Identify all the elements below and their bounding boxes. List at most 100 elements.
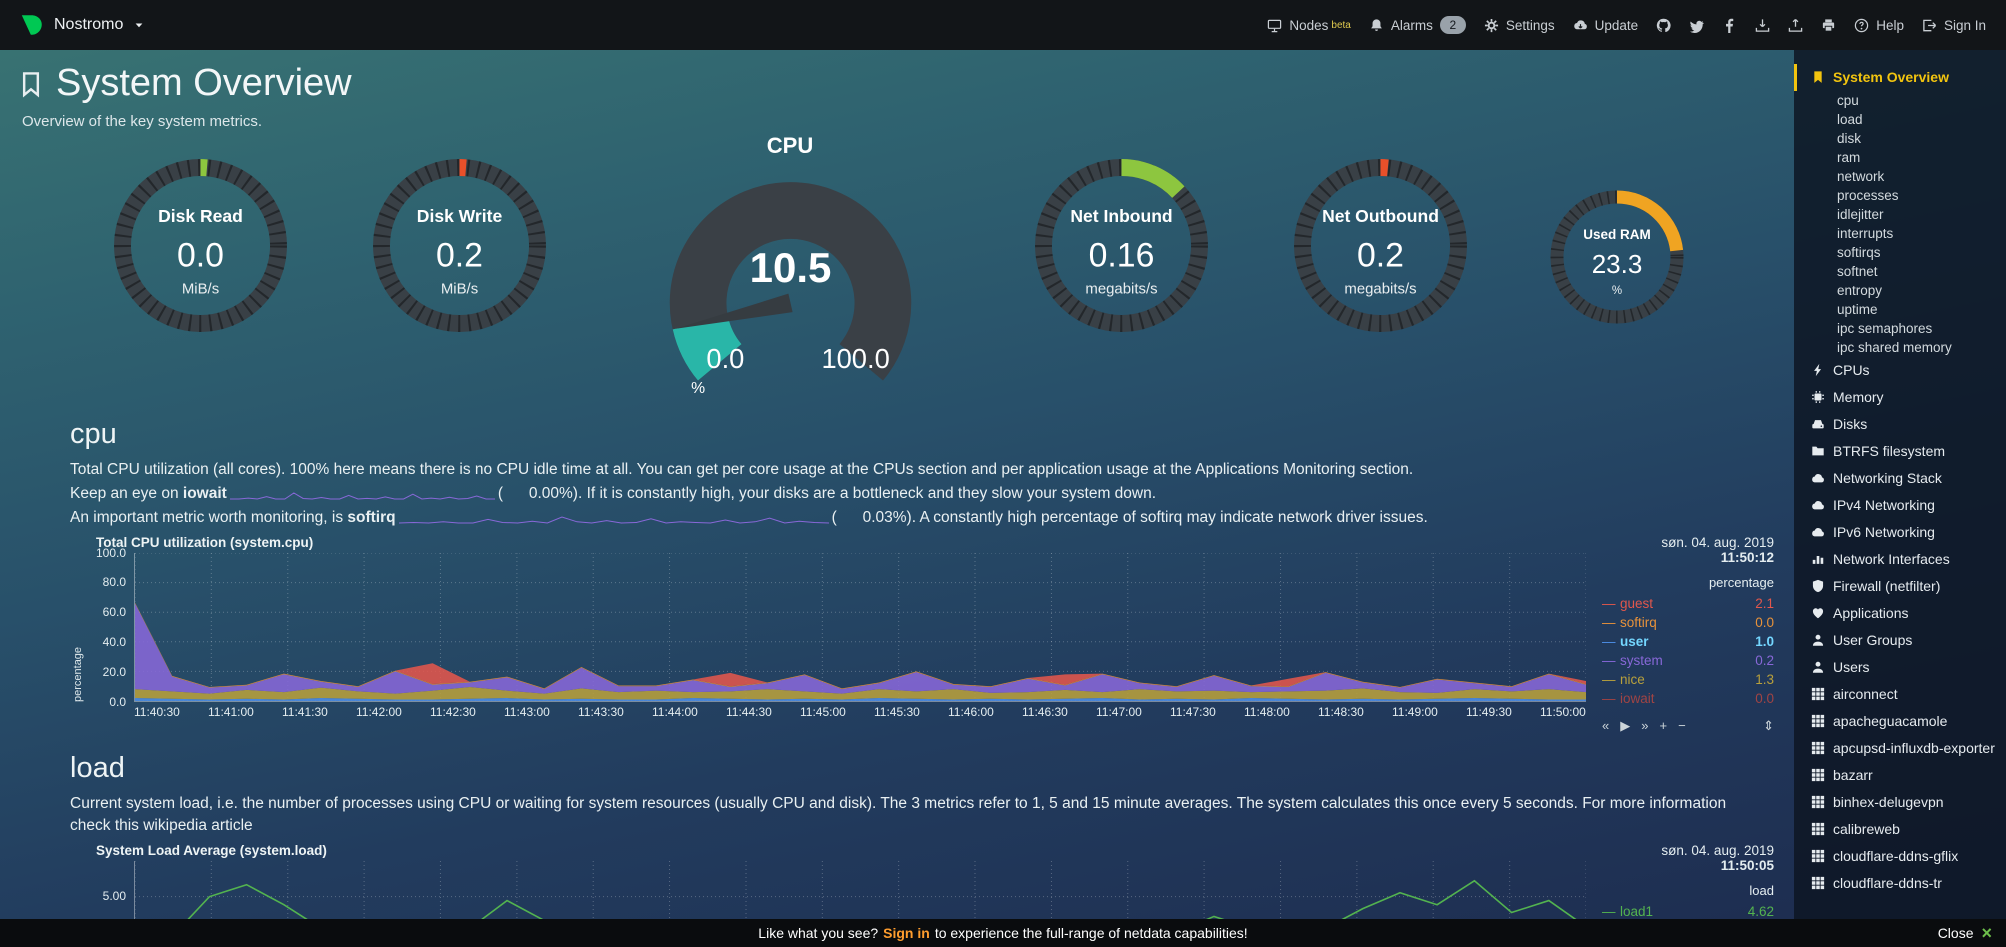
- x-tick-label: 11:46:00: [948, 704, 994, 719]
- signin-link[interactable]: Sign in: [883, 925, 930, 941]
- topbar-item-import[interactable]: [1788, 18, 1803, 33]
- resize-icon[interactable]: ⇕: [1763, 717, 1774, 733]
- sidebar-item-calibreweb[interactable]: calibreweb: [1794, 816, 2002, 843]
- sidebar-item-softnet[interactable]: softnet: [1837, 264, 1878, 279]
- sidebar-item-ipv4-networking[interactable]: IPv4 Networking: [1794, 492, 2002, 519]
- topbar-item-twitter[interactable]: [1689, 18, 1705, 33]
- sidebar-item-softirqs[interactable]: softirqs: [1837, 245, 1881, 260]
- x-tick-label: 11:41:00: [208, 704, 254, 719]
- play-icon[interactable]: ▶: [1620, 717, 1631, 733]
- topbar-item-github[interactable]: [1656, 18, 1671, 33]
- legend-date: søn. 04. aug. 2019: [1661, 534, 1774, 550]
- close-label: Close: [1937, 925, 1974, 941]
- tray-up-icon: [1788, 18, 1803, 33]
- pan-forward-icon[interactable]: »: [1641, 718, 1649, 733]
- legend-item-iowait[interactable]: — iowait 0.0: [1602, 689, 1774, 708]
- sidebar-item-network-interfaces[interactable]: Network Interfaces: [1794, 546, 2002, 573]
- sidebar-item-memory[interactable]: Memory: [1794, 384, 2002, 411]
- node-selector[interactable]: Nostromo: [20, 13, 145, 37]
- cpu-desc-1: Total CPU utilization (all cores). 100% …: [70, 460, 1414, 478]
- gauge-disk-read[interactable]: Disk Read 0.0 MiB/s: [103, 148, 298, 343]
- sidebar-item-uptime[interactable]: uptime: [1837, 302, 1878, 317]
- svg-text:%: %: [1611, 285, 1621, 297]
- topbar-item-update[interactable]: Update: [1573, 17, 1639, 33]
- topbar-item-facebook[interactable]: [1722, 18, 1737, 33]
- y-tick-label: 20.0: [102, 664, 126, 679]
- legend-series-name: softirq: [1620, 614, 1657, 630]
- legend-swatch: —: [1602, 633, 1616, 649]
- legend-series-value: 1.0: [1755, 633, 1774, 649]
- legend-item-nice[interactable]: — nice 1.3: [1602, 670, 1774, 689]
- sidebar-item-networking-stack[interactable]: Networking Stack: [1794, 465, 2002, 492]
- topbar-item-update-label: Update: [1594, 17, 1639, 33]
- sidebar-item-apcupsd-influxdb-exporter[interactable]: apcupsd-influxdb-exporter: [1794, 735, 2002, 762]
- sidebar-item-apacheguacamole[interactable]: apacheguacamole: [1794, 708, 2002, 735]
- sidebar-item-label: IPv4 Networking: [1833, 497, 1935, 513]
- cloud-icon: [1811, 498, 1825, 512]
- chart-toolbar: « ▶ » + − ⇕: [1602, 718, 1774, 734]
- grid-icon: [1811, 714, 1825, 728]
- x-tick-label: 11:42:00: [356, 704, 402, 719]
- sidebar-item-entropy[interactable]: entropy: [1837, 283, 1883, 298]
- zoom-out-icon[interactable]: −: [1678, 718, 1686, 733]
- sidebar-item-airconnect[interactable]: airconnect: [1794, 681, 2002, 708]
- sidebar-item-cloudflare-ddns-tr[interactable]: cloudflare-ddns-tr: [1794, 870, 2002, 897]
- sidebar-item-ipv6-networking[interactable]: IPv6 Networking: [1794, 519, 2002, 546]
- sidebar-item-network[interactable]: network: [1837, 169, 1885, 184]
- sidebar-item-label: apacheguacamole: [1833, 713, 1948, 729]
- gauge-net-inbound[interactable]: Net Inbound 0.16 megabits/s: [1024, 148, 1219, 343]
- sidebar-item-cpu[interactable]: cpu: [1837, 93, 1859, 108]
- topbar-item-signin[interactable]: Sign In: [1922, 18, 1986, 33]
- svg-text:Disk Write: Disk Write: [416, 206, 502, 226]
- wikipedia-link[interactable]: this wikipedia article: [114, 816, 253, 834]
- sidebar-item-ipc-semaphores[interactable]: ipc semaphores: [1837, 321, 1933, 336]
- topbar-item-export[interactable]: [1755, 18, 1770, 33]
- legend-item-load1[interactable]: — load1 4.62: [1602, 902, 1774, 921]
- sidebar-item-idlejitter[interactable]: idlejitter: [1837, 207, 1884, 222]
- sidebar-item-ram[interactable]: ram: [1837, 150, 1861, 165]
- svg-text:0.0: 0.0: [706, 343, 744, 374]
- gauge-used-ram[interactable]: Used RAM 23.3%: [1542, 182, 1692, 332]
- gauge-disk-write[interactable]: Disk Write 0.2 MiB/s: [362, 148, 557, 343]
- topbar-item-settings[interactable]: Settings: [1484, 18, 1555, 33]
- sidebar-item-disk[interactable]: disk: [1837, 131, 1862, 146]
- topbar-item-help[interactable]: Help: [1854, 18, 1904, 33]
- plot-area[interactable]: [134, 552, 1586, 702]
- legend-item-system[interactable]: — system 0.2: [1602, 651, 1774, 670]
- topbar-item-print[interactable]: [1821, 18, 1836, 33]
- sidebar-item-firewall-netfilter-[interactable]: Firewall (netfilter): [1794, 573, 2002, 600]
- sidebar-item-disks[interactable]: Disks: [1794, 411, 2002, 438]
- sidebar-item-applications[interactable]: Applications: [1794, 600, 2002, 627]
- svg-text:0.2: 0.2: [1357, 236, 1404, 274]
- sidebar-item-users[interactable]: Users: [1794, 654, 2002, 681]
- sidebar-item-load[interactable]: load: [1837, 112, 1863, 127]
- sidebar-item-binhex-delugevpn[interactable]: binhex-delugevpn: [1794, 789, 2002, 816]
- svg-text:0.0: 0.0: [177, 236, 224, 274]
- sidebar-item-btrfs-filesystem[interactable]: BTRFS filesystem: [1794, 438, 2002, 465]
- pan-backward-icon[interactable]: «: [1602, 718, 1610, 733]
- topbar-item-nodes[interactable]: Nodes beta: [1267, 18, 1351, 33]
- sidebar-item-ipc-shared-memory[interactable]: ipc shared memory: [1837, 340, 1952, 355]
- sidebar-item-cloudflare-ddns-gflix[interactable]: cloudflare-ddns-gflix: [1794, 843, 2002, 870]
- topbar-item-alarms[interactable]: Alarms 2: [1369, 16, 1466, 34]
- legend-item-user[interactable]: — user 1.0: [1602, 632, 1774, 651]
- gauge-net-outbound[interactable]: Net Outbound 0.2 megabits/s: [1283, 148, 1478, 343]
- grid-icon: [1811, 795, 1825, 809]
- plot-area[interactable]: [134, 860, 1586, 947]
- sidebar-item-system-overview[interactable]: System Overview: [1794, 64, 2002, 91]
- sidebar-item-bazarr[interactable]: bazarr: [1794, 762, 2002, 789]
- sidebar-item-interrupts[interactable]: interrupts: [1837, 226, 1894, 241]
- x-tick-label: 11:40:30: [134, 704, 180, 719]
- chart-title: Total CPU utilization (system.cpu): [96, 534, 314, 550]
- legend-item-guest[interactable]: — guest 2.1: [1602, 594, 1774, 613]
- legend-series-value: 4.62: [1747, 903, 1774, 919]
- sidebar-item-cpus[interactable]: CPUs: [1794, 357, 2002, 384]
- sidebar-item-user-groups[interactable]: User Groups: [1794, 627, 2002, 654]
- legend-swatch: —: [1602, 652, 1616, 668]
- gauge-cpu[interactable]: CPU 10.5 0.0 100.0%: [633, 134, 948, 400]
- sidebar-item-processes[interactable]: processes: [1837, 188, 1899, 203]
- banner-close-button[interactable]: Close ×: [1938, 924, 1992, 942]
- legend-item-softirq[interactable]: — softirq 0.0: [1602, 613, 1774, 632]
- zoom-in-icon[interactable]: +: [1659, 718, 1668, 733]
- bookmark-icon: [18, 69, 44, 99]
